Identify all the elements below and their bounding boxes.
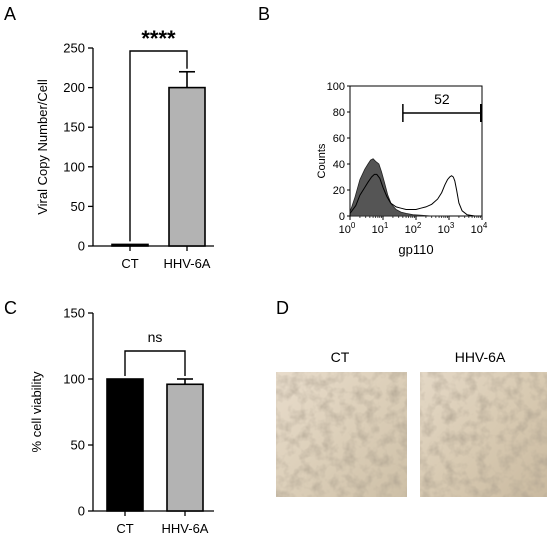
histogram-series-1-outline xyxy=(349,173,475,217)
panel-c-bar-chart: 0 50 100 150 % cell viability CT HHV-6A ns xyxy=(29,306,214,536)
facs-x-tick-label-2: 102 xyxy=(405,221,422,236)
y-tick-label-0: 0 xyxy=(78,504,85,519)
facs-y-axis-label: Counts xyxy=(316,143,328,178)
y-axis-label: % cell viability xyxy=(29,371,44,452)
micrograph-label-hhv6a: HHV-6A xyxy=(455,349,506,365)
gate-percentage-label: 52 xyxy=(434,91,450,107)
panel-label-a: A xyxy=(4,4,16,24)
micrograph-ct xyxy=(276,372,407,497)
x-tick-label-hhv-6a: HHV-6A xyxy=(162,521,209,536)
panel-label-d: D xyxy=(276,298,289,318)
x-tick-label-ct: CT xyxy=(116,521,133,536)
facs-y-tick-label-5: 100 xyxy=(327,81,345,93)
histogram-series-0-filled xyxy=(349,158,449,217)
facs-x-tick-label-0: 100 xyxy=(339,221,356,236)
x-tick-label-ct: CT xyxy=(121,256,138,271)
bar-ct xyxy=(106,378,144,512)
facs-x-tick-label-4: 104 xyxy=(471,221,488,236)
y-tick-label-1: 50 xyxy=(71,438,85,453)
y-tick-label-4: 200 xyxy=(63,80,85,95)
facs-x-tick-label-1: 101 xyxy=(372,221,389,236)
facs-y-tick-label-2: 40 xyxy=(333,159,345,171)
y-tick-label-5: 250 xyxy=(63,41,85,56)
y-tick-label-3: 150 xyxy=(63,306,85,321)
micrograph-hhv6a xyxy=(420,372,547,497)
y-tick-label-2: 100 xyxy=(63,159,85,174)
facs-y-tick-label-1: 20 xyxy=(333,185,345,197)
bar-hhv-6a xyxy=(168,86,206,247)
y-tick-label-1: 50 xyxy=(71,199,85,214)
bar-hhv-6a xyxy=(166,383,204,512)
bar-ct xyxy=(111,243,149,247)
micrograph-label-ct: CT xyxy=(331,349,350,365)
facs-y-tick-label-3: 60 xyxy=(333,133,345,145)
facs-y-tick-label-4: 80 xyxy=(333,107,345,119)
significance-label: **** xyxy=(141,26,176,51)
facs-x-axis-label: gp110 xyxy=(398,242,433,257)
y-axis-label: Viral Copy Number/Cell xyxy=(35,79,50,215)
facs-x-tick-label-3: 103 xyxy=(438,221,455,236)
significance-bracket xyxy=(129,50,188,242)
significance-label: ns xyxy=(148,329,163,345)
panel-label-c: C xyxy=(4,298,17,318)
panel-label-b: B xyxy=(258,4,270,24)
facs-y-tick-label-0: 0 xyxy=(339,211,345,223)
panel-b-flow-histogram: 0 20 40 60 80 100 Counts 100 101 102 103 104 gp110 52 xyxy=(316,81,488,257)
panel-a-bar-chart: 0 50 100 150 200 250 Viral Copy Number/Cell CT H… xyxy=(35,26,214,271)
y-tick-label-2: 100 xyxy=(63,372,85,387)
significance-bracket xyxy=(124,350,186,376)
x-tick-label-hhv-6a: HHV-6A xyxy=(164,256,211,271)
y-tick-label-0: 0 xyxy=(78,239,85,254)
y-tick-label-3: 150 xyxy=(63,120,85,135)
